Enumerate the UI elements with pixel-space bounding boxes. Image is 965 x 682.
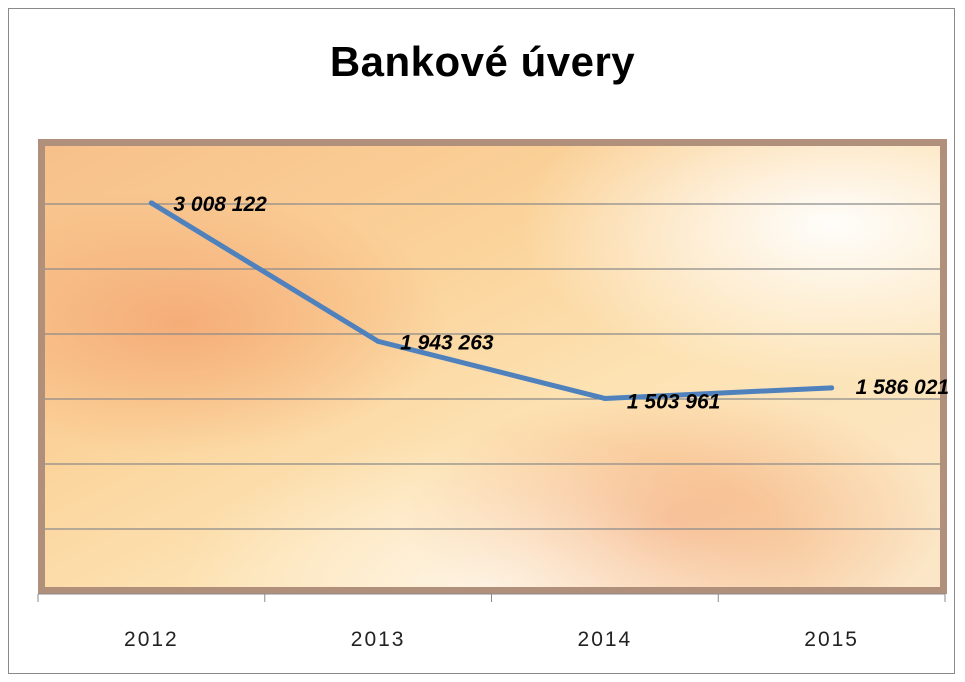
data-point: [375, 338, 381, 344]
data-label: 1 586 021: [856, 376, 949, 399]
data-label: 1 503 961: [627, 390, 720, 413]
x-tick-label: 2014: [578, 628, 633, 651]
x-axis: 2012 2013 2014 2015: [37, 593, 946, 651]
data-label: 3 008 122: [173, 193, 267, 216]
chart-frame: [8, 8, 955, 674]
chart-title: Bankové úvery: [329, 38, 636, 85]
series-line: [148, 200, 835, 401]
gridlines: [45, 203, 940, 530]
x-tick-label: 2015: [804, 628, 859, 651]
plot-area-background: [38, 139, 947, 594]
series-line-group: [148, 200, 835, 401]
data-point: [602, 395, 608, 401]
x-tick-label: 2013: [351, 628, 406, 651]
data-point: [829, 385, 835, 391]
data-labels: 3 008 122 1 943 263 1 503 961 1 586 021: [173, 193, 949, 414]
x-tick-label: 2012: [124, 628, 179, 651]
data-label: 1 943 263: [400, 331, 494, 354]
data-point: [148, 200, 154, 206]
